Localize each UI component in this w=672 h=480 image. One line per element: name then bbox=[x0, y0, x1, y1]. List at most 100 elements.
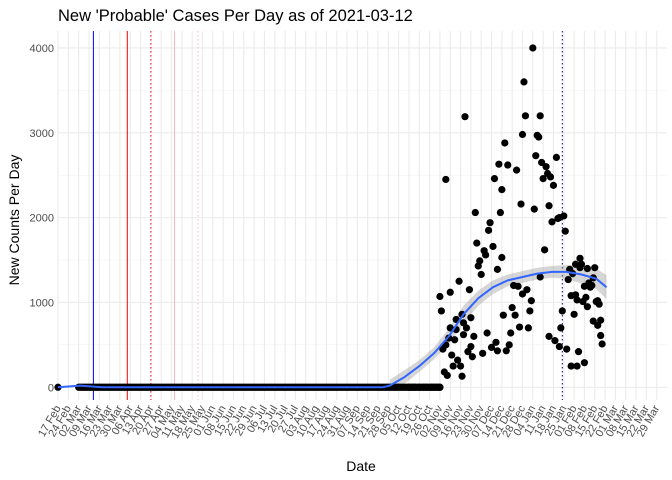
data-point bbox=[502, 347, 510, 355]
data-point bbox=[524, 324, 532, 332]
y-axis-title: New Counts Per Day bbox=[6, 155, 22, 286]
data-point bbox=[595, 300, 603, 308]
data-point bbox=[483, 329, 491, 337]
trend-line bbox=[57, 270, 608, 389]
data-point bbox=[477, 270, 485, 279]
y-tick-label: 2000 bbox=[30, 213, 54, 225]
data-point bbox=[468, 353, 476, 361]
data-point bbox=[535, 133, 543, 141]
x-axis-title: Date bbox=[346, 458, 376, 474]
y-tick-label: 4000 bbox=[30, 43, 54, 55]
data-point bbox=[458, 372, 466, 380]
data-point bbox=[530, 205, 538, 213]
data-point bbox=[461, 113, 469, 121]
data-point bbox=[476, 257, 484, 265]
data-point bbox=[526, 307, 534, 315]
data-point bbox=[471, 208, 479, 217]
data-point bbox=[482, 251, 490, 259]
data-point bbox=[470, 332, 478, 340]
data-point bbox=[564, 275, 572, 284]
chart-title: New 'Probable' Cases Per Day as of 2021-… bbox=[58, 7, 413, 25]
data-point bbox=[580, 359, 589, 367]
data-point bbox=[508, 303, 516, 312]
y-tick-label: 3000 bbox=[30, 128, 54, 140]
data-point bbox=[499, 311, 507, 319]
data-point bbox=[573, 296, 581, 304]
data-point bbox=[588, 281, 596, 290]
data-point bbox=[490, 175, 499, 183]
data-point bbox=[542, 163, 550, 171]
data-point bbox=[437, 307, 445, 315]
data-point bbox=[549, 181, 558, 189]
data-point bbox=[443, 371, 451, 379]
data-point bbox=[546, 173, 555, 181]
data-point bbox=[567, 362, 575, 370]
chart-grid bbox=[57, 31, 667, 400]
data-point bbox=[465, 286, 474, 294]
data-point bbox=[479, 349, 487, 357]
data-point bbox=[473, 239, 481, 247]
data-point bbox=[598, 340, 606, 348]
data-point bbox=[436, 292, 444, 301]
data-point bbox=[436, 383, 444, 391]
y-axis-ticks: 0 1000 2000 3000 4000 bbox=[30, 43, 54, 394]
data-point bbox=[504, 161, 512, 169]
data-point bbox=[518, 130, 527, 139]
data-point bbox=[511, 311, 519, 319]
data-point bbox=[520, 78, 528, 86]
data-point bbox=[539, 175, 547, 183]
data-point bbox=[487, 343, 496, 352]
data-point bbox=[557, 324, 565, 332]
data-point bbox=[514, 282, 522, 290]
data-point bbox=[498, 253, 506, 262]
data-point bbox=[462, 324, 471, 332]
data-point bbox=[449, 362, 457, 370]
data-point bbox=[545, 332, 553, 340]
data-point bbox=[561, 227, 569, 235]
data-point bbox=[455, 277, 463, 285]
data-point bbox=[551, 337, 559, 345]
data-point bbox=[484, 226, 493, 234]
data-point bbox=[446, 288, 454, 296]
data-point bbox=[552, 153, 561, 161]
data-point bbox=[541, 246, 549, 254]
data-point bbox=[577, 260, 586, 268]
data-point bbox=[532, 152, 540, 160]
data-point bbox=[582, 293, 590, 301]
data-point bbox=[523, 286, 531, 294]
data-point bbox=[492, 338, 500, 346]
data-point bbox=[558, 307, 566, 315]
data-point bbox=[467, 314, 475, 322]
data-point bbox=[496, 208, 504, 217]
data-point bbox=[563, 345, 571, 353]
data-point bbox=[574, 348, 583, 356]
data-point bbox=[493, 265, 502, 273]
data-point bbox=[446, 324, 454, 332]
data-point bbox=[529, 44, 537, 52]
data-point bbox=[548, 218, 556, 226]
data-point bbox=[583, 303, 591, 311]
trend-line-path bbox=[57, 270, 608, 389]
y-tick-label: 0 bbox=[48, 382, 54, 394]
data-point bbox=[493, 347, 502, 355]
data-point bbox=[456, 362, 465, 370]
data-point bbox=[489, 242, 497, 251]
data-point bbox=[545, 202, 553, 210]
data-point bbox=[498, 186, 506, 194]
data-point bbox=[495, 160, 503, 168]
data-point bbox=[507, 329, 515, 337]
data-point bbox=[442, 175, 450, 184]
data-point bbox=[517, 200, 525, 208]
data-point bbox=[467, 342, 475, 351]
data-point bbox=[454, 356, 462, 364]
data-point bbox=[583, 264, 591, 273]
y-tick-label: 1000 bbox=[30, 297, 54, 309]
data-point bbox=[591, 264, 599, 272]
data-point bbox=[573, 362, 581, 370]
data-point bbox=[536, 273, 544, 281]
data-point bbox=[451, 336, 459, 344]
data-point bbox=[597, 331, 605, 340]
data-point bbox=[576, 254, 584, 262]
